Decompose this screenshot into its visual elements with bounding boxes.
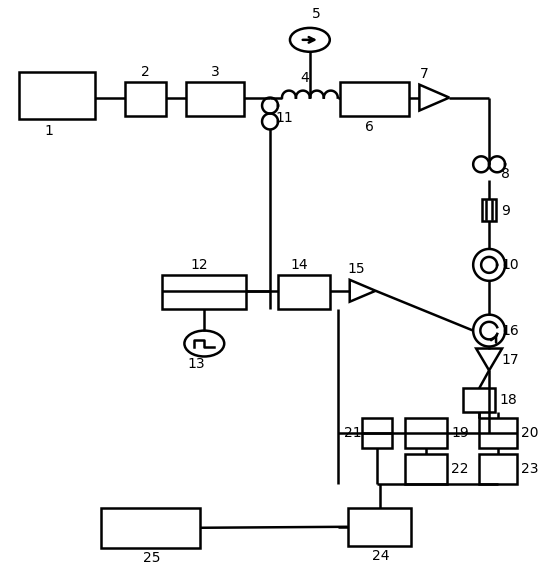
Text: 18: 18 xyxy=(499,393,517,408)
Bar xyxy=(482,199,496,221)
Bar xyxy=(406,418,448,448)
Text: 8: 8 xyxy=(501,168,510,181)
Text: 20: 20 xyxy=(521,426,538,440)
Bar xyxy=(162,275,246,308)
Bar xyxy=(340,82,410,115)
Bar xyxy=(463,388,495,412)
Bar xyxy=(479,454,517,484)
Bar xyxy=(362,418,392,448)
Text: 25: 25 xyxy=(143,551,160,565)
Text: 23: 23 xyxy=(521,462,538,476)
Bar xyxy=(406,454,448,484)
Text: 6: 6 xyxy=(365,121,374,135)
Text: 14: 14 xyxy=(290,258,307,272)
Text: 17: 17 xyxy=(501,354,519,367)
Text: 1: 1 xyxy=(45,125,54,139)
Bar xyxy=(19,72,95,119)
Text: 21: 21 xyxy=(344,426,362,440)
Text: 19: 19 xyxy=(451,426,469,440)
Text: 11: 11 xyxy=(275,110,293,125)
Bar xyxy=(278,275,330,308)
Text: 4: 4 xyxy=(300,71,309,85)
Text: 5: 5 xyxy=(312,7,321,21)
Text: 16: 16 xyxy=(501,324,519,337)
Text: 24: 24 xyxy=(372,548,389,563)
Text: 10: 10 xyxy=(501,258,519,272)
Bar xyxy=(186,82,244,115)
Text: 9: 9 xyxy=(501,204,510,218)
Bar xyxy=(101,508,200,548)
Text: 2: 2 xyxy=(141,65,150,79)
Text: 13: 13 xyxy=(187,358,205,371)
Text: 12: 12 xyxy=(190,258,208,272)
Bar xyxy=(348,508,411,546)
Bar xyxy=(479,418,517,448)
Bar xyxy=(124,82,166,115)
Text: 7: 7 xyxy=(420,67,428,81)
Text: 3: 3 xyxy=(211,65,220,79)
Text: 22: 22 xyxy=(451,462,469,476)
Text: 15: 15 xyxy=(348,262,365,276)
